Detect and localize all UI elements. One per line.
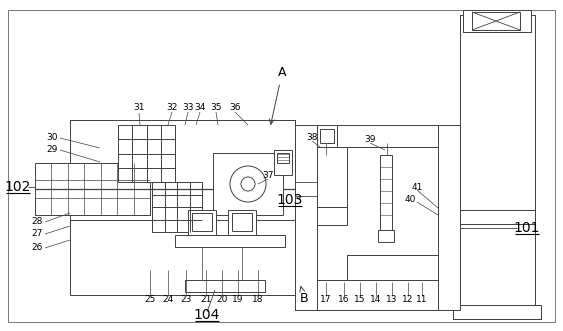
Text: 12: 12 (403, 296, 414, 305)
Text: 101: 101 (514, 221, 540, 235)
Text: 40: 40 (404, 196, 415, 205)
Text: 25: 25 (144, 296, 156, 305)
Bar (453, 305, 541, 319)
Bar (460, 15, 535, 312)
Bar (317, 280, 438, 310)
Text: 28: 28 (32, 217, 43, 226)
Text: B: B (300, 287, 309, 306)
Text: 39: 39 (364, 135, 376, 145)
Text: 26: 26 (32, 244, 43, 253)
Bar (520, 15, 535, 312)
Text: 24: 24 (162, 296, 173, 305)
Bar (213, 153, 283, 215)
Bar (295, 125, 317, 310)
Bar (460, 210, 535, 224)
Bar (277, 153, 289, 163)
Text: 104: 104 (194, 308, 220, 322)
Bar (185, 280, 265, 292)
Bar (152, 182, 202, 232)
Text: 36: 36 (229, 103, 241, 112)
Text: 15: 15 (354, 296, 366, 305)
Bar (453, 305, 541, 319)
Text: 13: 13 (386, 296, 397, 305)
Text: 32: 32 (166, 103, 178, 112)
Text: 33: 33 (182, 103, 194, 112)
Bar (317, 207, 347, 225)
Bar (192, 213, 212, 231)
Bar (317, 125, 438, 147)
Bar (295, 125, 317, 310)
Text: 31: 31 (133, 104, 145, 113)
Bar (317, 125, 438, 147)
Text: 35: 35 (210, 103, 222, 112)
Bar (460, 210, 535, 224)
Text: 21: 21 (200, 296, 212, 305)
Text: 29: 29 (46, 146, 57, 155)
Text: 37: 37 (262, 171, 274, 180)
Bar (472, 12, 520, 30)
Bar (295, 125, 460, 310)
Bar (463, 10, 531, 32)
Bar (380, 155, 392, 230)
Bar (460, 15, 475, 312)
Bar (228, 210, 256, 235)
Text: 20: 20 (216, 296, 227, 305)
Bar (118, 125, 175, 182)
Bar (317, 125, 337, 147)
Bar (347, 255, 438, 280)
Bar (175, 235, 285, 247)
Text: 17: 17 (320, 296, 332, 305)
Bar (317, 125, 337, 147)
Bar (35, 163, 150, 215)
Bar (320, 129, 334, 143)
Bar (317, 280, 438, 310)
Text: 34: 34 (194, 103, 205, 112)
Bar (70, 120, 295, 220)
Bar (347, 255, 438, 280)
Text: 27: 27 (32, 229, 43, 239)
Bar (317, 147, 347, 207)
Text: 23: 23 (180, 296, 191, 305)
Text: 14: 14 (370, 296, 382, 305)
Bar (378, 230, 394, 242)
Text: 16: 16 (338, 296, 350, 305)
Text: 30: 30 (46, 133, 58, 143)
Text: 19: 19 (233, 296, 244, 305)
Text: 38: 38 (306, 133, 318, 143)
Text: A: A (270, 67, 286, 124)
Bar (70, 120, 295, 295)
Text: 103: 103 (277, 193, 303, 207)
Bar (438, 125, 460, 310)
Bar (274, 150, 292, 175)
Bar (188, 210, 216, 235)
Bar (232, 213, 252, 231)
Bar (317, 207, 347, 225)
Text: 41: 41 (412, 183, 423, 193)
Text: 11: 11 (416, 296, 428, 305)
Bar (463, 10, 531, 32)
Text: 18: 18 (252, 296, 263, 305)
Text: 102: 102 (5, 180, 31, 194)
Bar (438, 125, 460, 310)
